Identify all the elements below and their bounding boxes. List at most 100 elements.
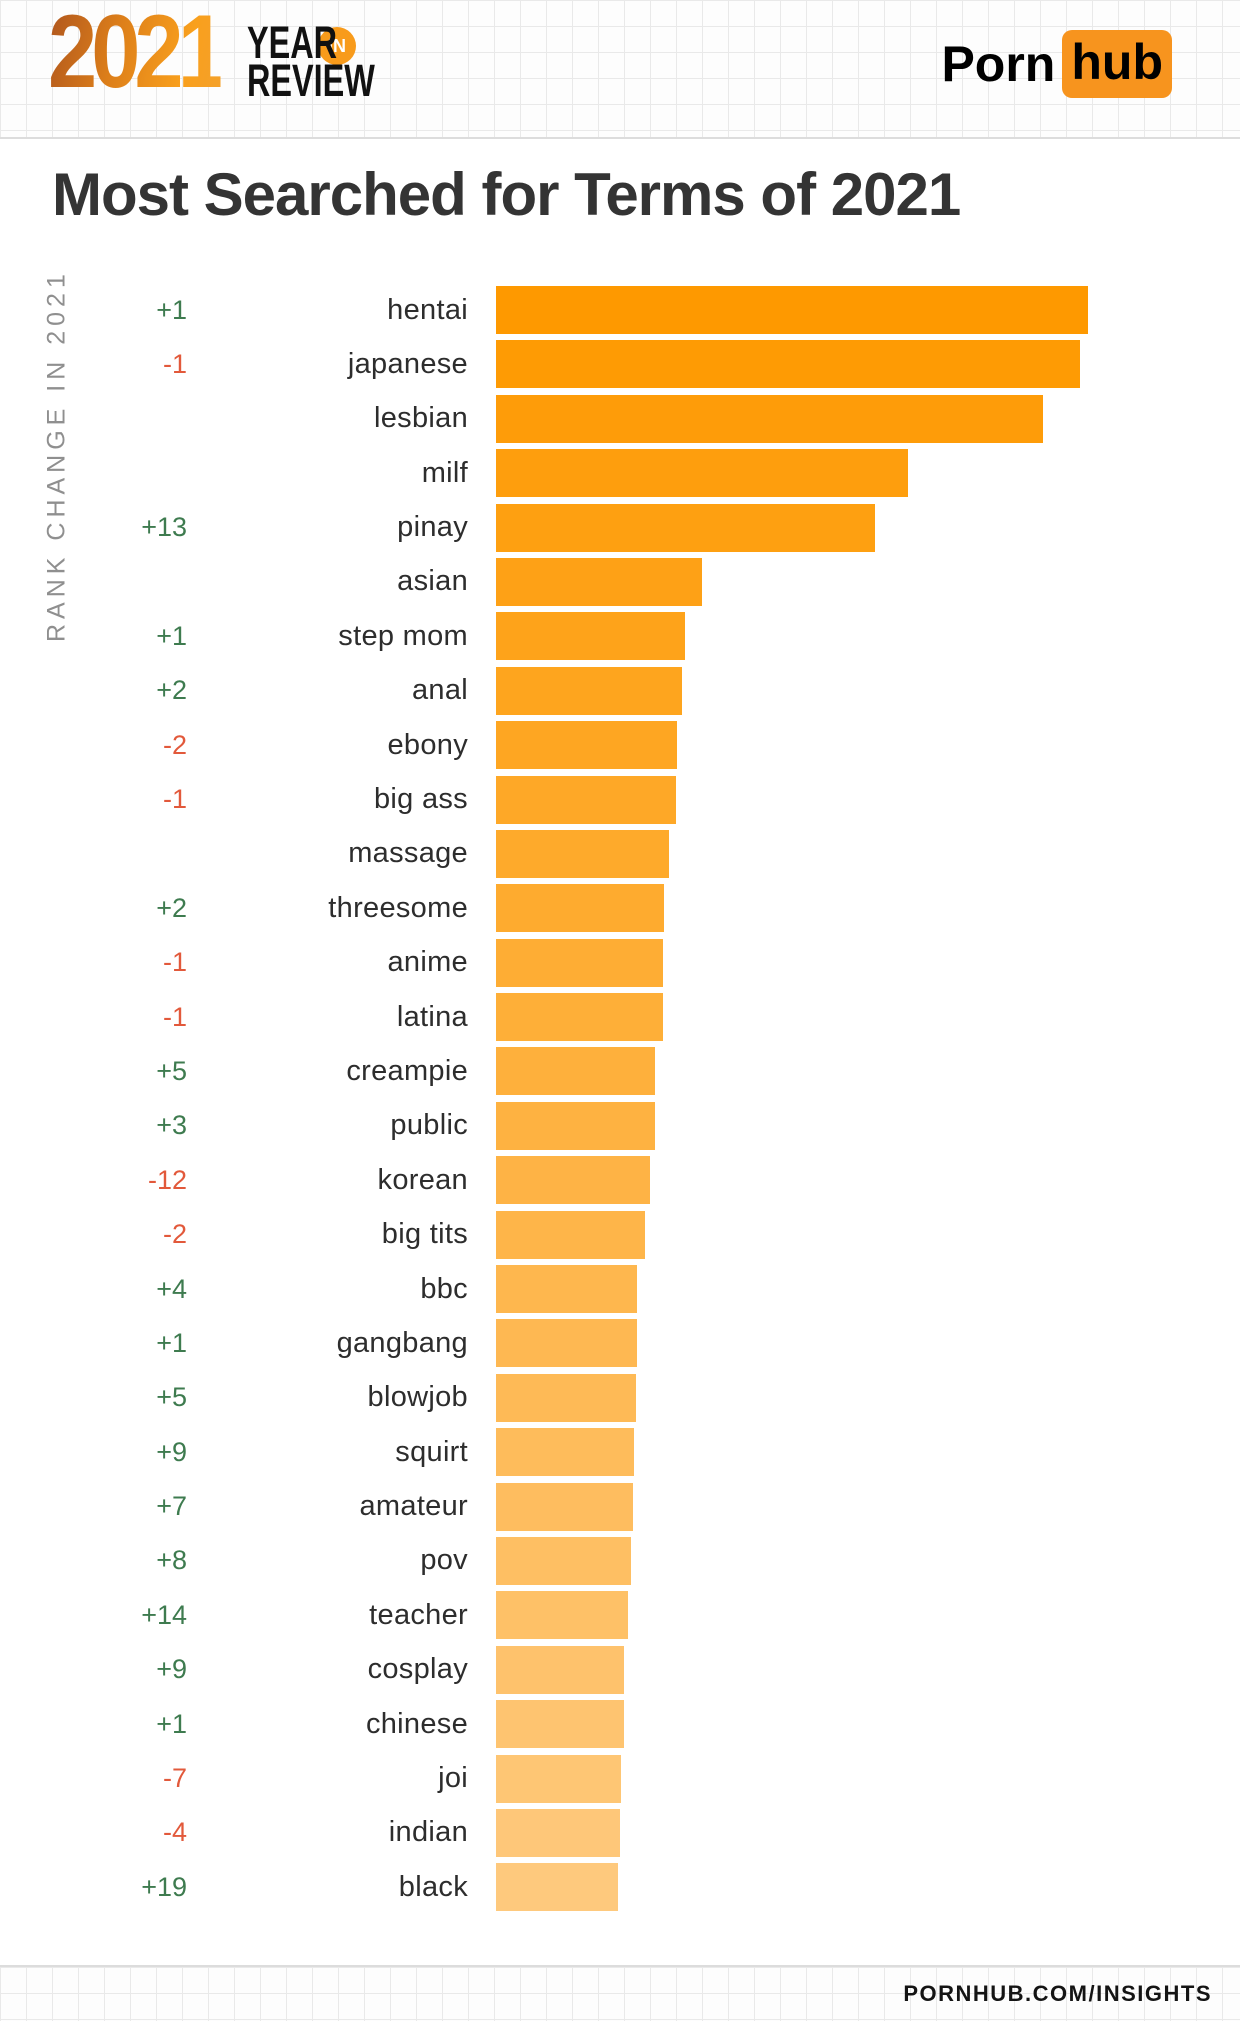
- rank-change-value: -12: [147, 1164, 187, 1195]
- chart-row: +9 cosplay: [0, 1645, 1240, 1694]
- search-term-label: gangbang: [336, 1326, 468, 1359]
- rank-change-value: +19: [141, 1871, 187, 1902]
- chart-row: lesbian: [0, 394, 1240, 443]
- search-term-label: teacher: [369, 1598, 468, 1631]
- rank-change-value: -4: [162, 1817, 187, 1848]
- pornhub-logo-hub: hub: [1062, 30, 1172, 98]
- search-term-label: threesome: [328, 891, 468, 924]
- review-word: REVIEW: [247, 55, 375, 106]
- search-term-bar: [496, 557, 703, 606]
- search-term-label: anal: [411, 674, 468, 707]
- chart-row: +2 threesome: [0, 884, 1240, 933]
- search-term-label: milf: [421, 456, 468, 489]
- year-word: YEAR: [247, 17, 338, 68]
- chart-row: -1 anime: [0, 938, 1240, 987]
- search-term-bar: [496, 1156, 650, 1205]
- rank-change-value: +2: [156, 892, 187, 923]
- search-term-bar: [496, 1863, 618, 1912]
- rank-change-value: +7: [156, 1491, 187, 1522]
- search-term-label: amateur: [359, 1490, 468, 1523]
- year-2021-logo: 2021: [48, 0, 227, 110]
- year-in-line: YEARIN: [247, 17, 425, 68]
- chart-row: +2 anal: [0, 666, 1240, 715]
- rank-change-value: -2: [162, 729, 187, 760]
- search-term-bar: [496, 1808, 620, 1857]
- search-term-label: anime: [387, 946, 468, 979]
- search-term-bar: [496, 829, 669, 878]
- rank-change-value: +3: [156, 1110, 187, 1141]
- search-term-bar: [496, 666, 682, 715]
- rank-change-value: -7: [162, 1763, 187, 1794]
- rank-change-value: -2: [162, 1219, 187, 1250]
- rank-change-value: +1: [156, 1708, 187, 1739]
- search-term-label: blowjob: [367, 1381, 468, 1414]
- search-term-bar: [496, 1047, 656, 1096]
- search-term-label: step mom: [338, 619, 468, 652]
- search-term-bar: [496, 1101, 656, 1150]
- search-term-label: massage: [348, 837, 468, 870]
- chart-row: -1 japanese: [0, 340, 1240, 389]
- search-term-label: ebony: [387, 728, 468, 761]
- search-term-label: japanese: [347, 347, 468, 380]
- search-term-label: squirt: [395, 1435, 468, 1468]
- search-term-bar: [496, 775, 676, 824]
- rank-change-value: -1: [162, 947, 187, 978]
- search-term-bar: [496, 503, 875, 552]
- chart-row: -1 big ass: [0, 775, 1240, 824]
- rank-change-value: +14: [141, 1599, 187, 1630]
- pornhub-logo: Porn hub: [941, 30, 1172, 98]
- search-term-label: asian: [397, 565, 468, 598]
- rank-change-value: +9: [156, 1436, 187, 1467]
- chart-row: +13 pinay: [0, 503, 1240, 552]
- chart-row: +7 amateur: [0, 1482, 1240, 1531]
- search-term-label: black: [398, 1870, 468, 1903]
- page-title: Most Searched for Terms of 2021: [52, 161, 961, 228]
- pornhub-logo-porn: Porn: [941, 36, 1056, 92]
- search-term-bar: [496, 1645, 624, 1694]
- search-term-label: creampie: [346, 1054, 468, 1087]
- chart-row: -12 korean: [0, 1156, 1240, 1205]
- chart-row: +1 hentai: [0, 286, 1240, 334]
- rank-change-value: +4: [156, 1273, 187, 1304]
- chart-row: -2 big tits: [0, 1210, 1240, 1259]
- bar-chart: +1 hentai -1 japanese lesbian milf +13 pinay asi…: [0, 286, 1240, 1918]
- rank-change-value: +13: [141, 512, 187, 543]
- chart-row: +19 black: [0, 1863, 1240, 1912]
- search-term-bar: [496, 884, 665, 933]
- search-term-bar: [496, 1536, 631, 1585]
- chart-row: +1 step mom: [0, 612, 1240, 661]
- search-term-label: public: [390, 1109, 468, 1142]
- search-term-bar: [496, 721, 678, 770]
- chart-row: -4 indian: [0, 1808, 1240, 1857]
- chart-row: -2 ebony: [0, 721, 1240, 770]
- search-term-bar: [496, 1265, 637, 1314]
- header-band: 2021 YEARIN REVIEW Porn hub: [0, 0, 1240, 139]
- rank-change-value: -1: [162, 784, 187, 815]
- chart-row: +4 bbc: [0, 1265, 1240, 1314]
- rank-change-value: -1: [162, 348, 187, 379]
- search-term-bar: [496, 1754, 621, 1803]
- search-term-label: joi: [438, 1762, 468, 1795]
- search-term-bar: [496, 1482, 633, 1531]
- search-term-bar: [496, 449, 909, 498]
- rank-change-value: +2: [156, 675, 187, 706]
- year-in-review-logo: YEARIN REVIEW: [247, 17, 425, 106]
- chart-row: massage: [0, 829, 1240, 878]
- chart-row: +5 blowjob: [0, 1373, 1240, 1422]
- search-term-label: chinese: [365, 1707, 468, 1740]
- search-term-label: big tits: [381, 1218, 468, 1251]
- rank-change-value: -1: [162, 1001, 187, 1032]
- search-term-label: pinay: [397, 511, 468, 544]
- search-term-label: latina: [396, 1000, 468, 1033]
- chart-row: +1 chinese: [0, 1700, 1240, 1749]
- in-circle-badge: IN: [318, 27, 357, 66]
- chart-row: -1 latina: [0, 993, 1240, 1042]
- search-term-bar: [496, 340, 1080, 389]
- chart-row: milf: [0, 449, 1240, 498]
- search-term-label: big ass: [374, 783, 468, 816]
- search-term-label: korean: [377, 1163, 468, 1196]
- chart-row: +5 creampie: [0, 1047, 1240, 1096]
- search-term-bar: [496, 1700, 624, 1749]
- chart-row: asian: [0, 557, 1240, 606]
